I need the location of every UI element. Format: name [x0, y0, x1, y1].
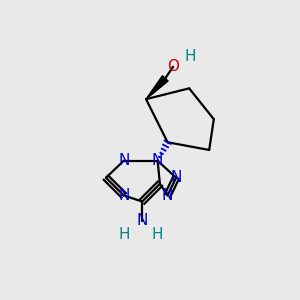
Text: O: O — [167, 59, 179, 74]
Text: H: H — [119, 227, 130, 242]
Text: N: N — [162, 188, 173, 203]
Text: N: N — [152, 153, 163, 168]
Text: N: N — [136, 213, 148, 228]
Text: N: N — [118, 188, 129, 203]
Text: N: N — [170, 170, 182, 185]
Text: H: H — [152, 227, 164, 242]
Text: N: N — [118, 153, 129, 168]
Polygon shape — [146, 76, 168, 99]
Text: H: H — [184, 49, 196, 64]
